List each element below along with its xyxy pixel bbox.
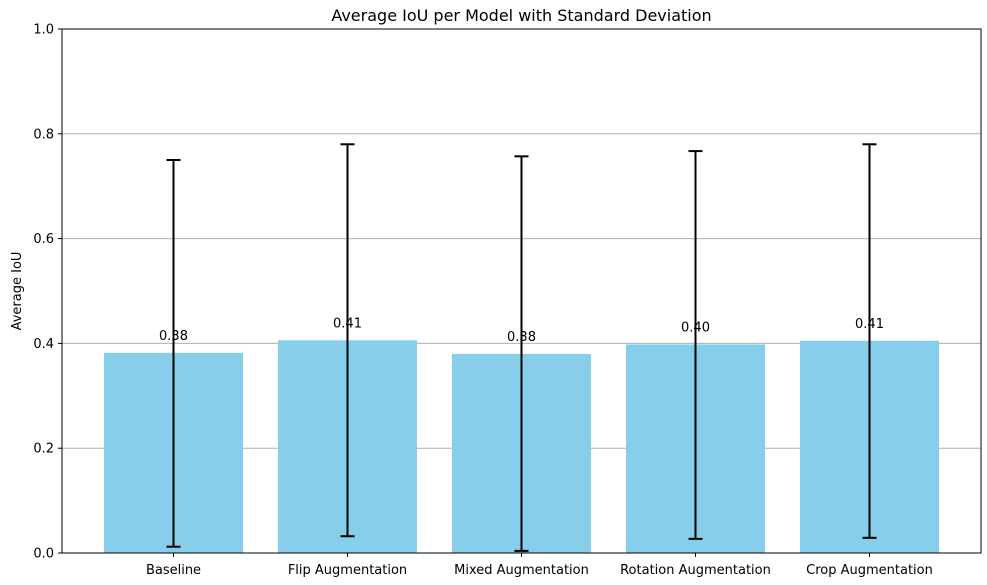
data-label: 0.41 bbox=[333, 316, 362, 331]
y-tick-label: 0.2 bbox=[33, 442, 54, 457]
x-tick-label: Crop Augmentation bbox=[806, 563, 933, 578]
y-axis-ticks: 0.0 0.2 0.4 0.6 0.8 1.0 bbox=[33, 23, 62, 562]
data-label: 0.38 bbox=[159, 329, 188, 344]
error-bar bbox=[340, 143, 355, 538]
data-labels: 0.38 0.41 0.38 0.40 0.41 bbox=[159, 316, 884, 345]
data-label: 0.38 bbox=[507, 330, 536, 345]
chart-title: Average IoU per Model with Standard Devi… bbox=[331, 6, 711, 25]
y-tick-label: 0.6 bbox=[33, 232, 54, 247]
x-tick-label: Mixed Augmentation bbox=[454, 563, 589, 578]
y-tick-label: 0.0 bbox=[33, 547, 54, 562]
y-axis-label: Average IoU bbox=[10, 252, 25, 331]
x-tick-label: Flip Augmentation bbox=[288, 563, 407, 578]
data-label: 0.41 bbox=[855, 317, 884, 332]
error-bars bbox=[166, 143, 877, 552]
data-label: 0.40 bbox=[681, 320, 710, 335]
error-bar bbox=[688, 150, 703, 540]
y-tick-label: 1.0 bbox=[33, 23, 54, 38]
error-bar bbox=[862, 143, 877, 539]
x-tick-label: Baseline bbox=[146, 563, 201, 578]
x-tick-label: Rotation Augmentation bbox=[620, 563, 771, 578]
error-bar bbox=[166, 159, 181, 548]
y-tick-label: 0.4 bbox=[33, 337, 54, 352]
x-axis-ticks: Baseline Flip Augmentation Mixed Augmentat… bbox=[146, 553, 933, 578]
error-bar bbox=[514, 155, 529, 552]
y-tick-label: 0.8 bbox=[33, 127, 54, 142]
